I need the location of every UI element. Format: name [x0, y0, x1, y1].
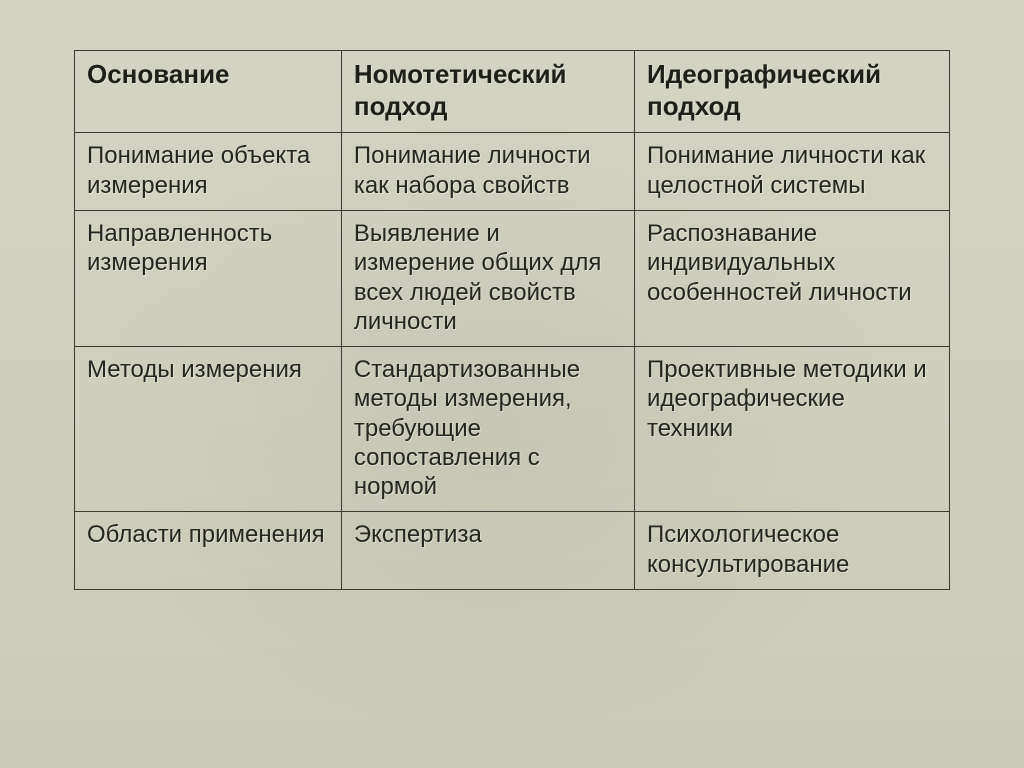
table-cell: Методы измерения: [75, 347, 342, 512]
table-row: Направленность измерения Выявление и изм…: [75, 210, 950, 346]
table-cell: Выявление и измерение общих для всех люд…: [341, 210, 634, 346]
table-header-cell: Идеографический подход: [635, 51, 950, 133]
table-cell: Стандартизованные методы измерения, треб…: [341, 347, 634, 512]
table-header-cell: Номотетический подход: [341, 51, 634, 133]
table-cell: Проективные методики и идеографические т…: [635, 347, 950, 512]
table-cell: Направленность измерения: [75, 210, 342, 346]
table-cell: Понимание личности как целостной системы: [635, 133, 950, 211]
table-row: Методы измерения Стандартизованные метод…: [75, 347, 950, 512]
table-cell: Распознавание индивидуальных особенносте…: [635, 210, 950, 346]
table-cell: Экспертиза: [341, 512, 634, 590]
table-row: Области применения Экспертиза Психологич…: [75, 512, 950, 590]
comparison-table: Основание Номотетический подход Идеограф…: [74, 50, 950, 590]
table-cell: Понимание личности как набора свойств: [341, 133, 634, 211]
slide: Основание Номотетический подход Идеограф…: [0, 0, 1024, 768]
table-cell: Области применения: [75, 512, 342, 590]
table-header-cell: Основание: [75, 51, 342, 133]
table-cell: Понимание объекта измерения: [75, 133, 342, 211]
table-cell: Психологическое консультирование: [635, 512, 950, 590]
table-header-row: Основание Номотетический подход Идеограф…: [75, 51, 950, 133]
table-row: Понимание объекта измерения Понимание ли…: [75, 133, 950, 211]
